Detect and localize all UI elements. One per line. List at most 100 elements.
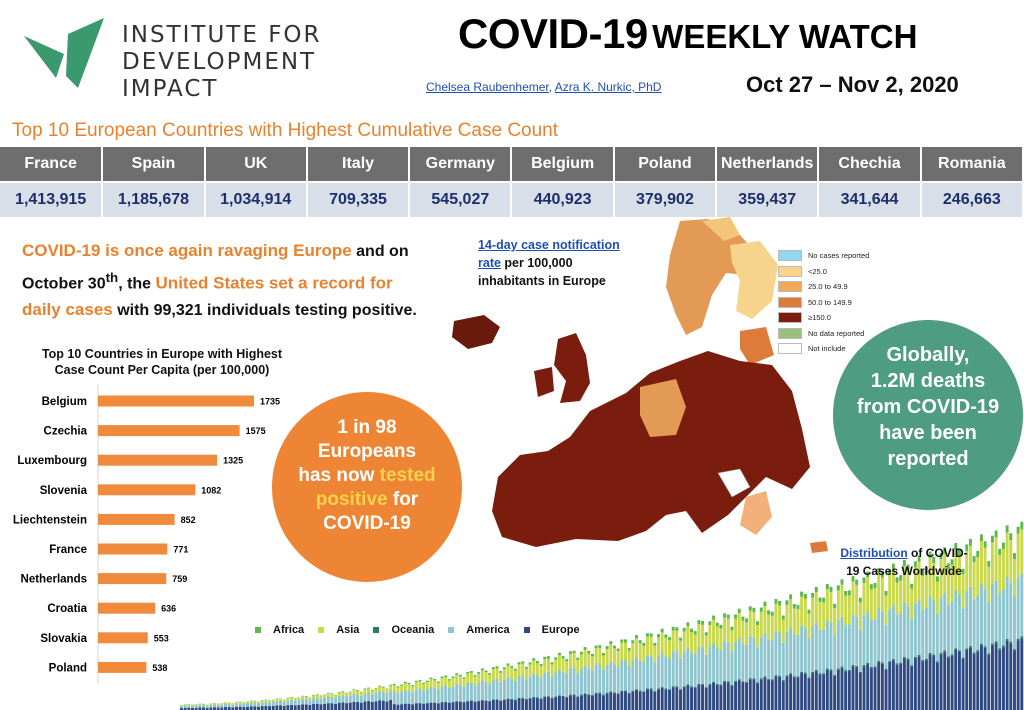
stacked-bar-segment (726, 682, 730, 710)
stacked-bar-segment (550, 664, 554, 677)
stacked-bar-segment (803, 672, 807, 674)
stacked-bar-segment (690, 628, 694, 633)
stacked-bar-segment (367, 687, 371, 689)
stacked-bar-segment (726, 642, 730, 682)
stacked-bar-segment (275, 705, 279, 710)
map-caption-link[interactable]: 14-day case notification rate (478, 238, 620, 270)
stacked-bar-segment (466, 701, 470, 710)
stacked-bar-segment (473, 675, 477, 677)
bar (98, 661, 147, 673)
stacked-bar-segment (862, 577, 866, 583)
stacked-bar-segment (613, 645, 616, 649)
stacked-bar-segment (396, 687, 400, 694)
stacked-bar-segment (352, 701, 356, 710)
stacked-bar-segment (561, 658, 565, 672)
stacked-bar-segment (957, 652, 961, 710)
stacked-bar-segment (374, 689, 378, 694)
stacked-bar-segment (682, 631, 686, 652)
stacked-bar-segment (436, 689, 440, 704)
stacked-bar-segment (451, 702, 455, 710)
stack-legend-swatch (318, 627, 325, 633)
stacked-bar-segment (590, 653, 594, 657)
stacked-bar-segment (668, 637, 671, 641)
stacked-bar-segment (572, 650, 576, 654)
stacked-bar-segment (543, 659, 547, 673)
stacked-bar-segment (257, 703, 260, 707)
stacked-bar-segment (767, 610, 771, 615)
stacked-bar-segment (734, 681, 738, 683)
stacked-bar-segment (752, 678, 756, 680)
author-link-2[interactable]: Azra K. Nurkic, PhD (554, 80, 662, 94)
stacked-bar-segment (356, 690, 360, 695)
stacked-bar-segment (638, 690, 642, 692)
stacked-bar-segment (532, 697, 536, 710)
stacked-bar-segment (411, 686, 415, 693)
stacked-bar-segment (943, 652, 947, 710)
stacked-bar-segment (730, 630, 734, 651)
stacked-bar-segment (657, 688, 660, 690)
stacked-bar-segment (557, 695, 561, 710)
stack-legend-swatch (448, 627, 455, 633)
stacked-bar-segment (910, 665, 914, 667)
stacked-bar-segment (910, 619, 914, 666)
stacked-bar-segment (524, 668, 528, 680)
bar (98, 484, 196, 496)
stacked-bar-segment (524, 679, 528, 700)
stacked-bar-segment (341, 691, 345, 696)
stacked-bar-segment (385, 701, 389, 710)
stacked-bar-segment (778, 600, 782, 606)
stacked-bar-segment (994, 641, 998, 644)
stacked-bar-segment (653, 645, 657, 663)
stacked-bar-segment (994, 537, 998, 581)
stacked-bar-segment (308, 705, 312, 710)
stacked-bar-segment (330, 703, 334, 710)
stacked-bar-segment (877, 661, 881, 663)
stacked-bar-segment (202, 707, 205, 710)
stacked-bar-segment (653, 691, 657, 710)
stacked-bar-segment (462, 686, 466, 703)
stacked-bar-segment (833, 674, 837, 676)
stacked-bar-segment (704, 654, 708, 688)
stacked-bar-segment (290, 699, 294, 705)
stacked-bar-segment (422, 682, 426, 685)
stacked-bar-segment (741, 682, 745, 710)
stacked-bar-segment (877, 568, 881, 574)
stacked-bar-segment (752, 612, 756, 638)
stacked-bar-segment (231, 704, 235, 708)
map-legend-label: <25.0 (808, 266, 827, 276)
stacked-bar-segment (598, 645, 602, 649)
stacked-bar-segment (451, 686, 455, 702)
stacked-bar-segment (789, 627, 793, 674)
distribution-link[interactable]: Distribution (840, 546, 908, 560)
stacked-bar-segment (568, 653, 572, 669)
stacked-bar-segment (414, 682, 418, 690)
stacked-bar-segment (825, 583, 829, 590)
stacked-bar-segment (576, 659, 580, 673)
stacked-bar-segment (554, 696, 558, 697)
country-cases: 341,644 (818, 181, 922, 217)
stacked-bar-segment (840, 667, 844, 710)
stack-legend-item: Asia (318, 624, 359, 636)
stacked-bar-segment (675, 630, 679, 652)
stacked-bar-segment (682, 687, 686, 710)
stacked-bar-segment (198, 704, 202, 708)
stacked-bar-segment (1009, 641, 1013, 644)
stacked-bar-segment (737, 638, 741, 680)
stacked-bar-segment (1009, 582, 1013, 642)
stacked-bar-segment (605, 648, 609, 665)
stacked-bar-segment (550, 697, 554, 699)
stacked-bar-segment (814, 586, 818, 593)
stacked-bar-segment (1001, 548, 1005, 589)
stack-legend-swatch (255, 627, 261, 633)
stacked-bar-segment (891, 658, 895, 661)
stacked-bar-segment (715, 683, 719, 685)
stacked-bar-segment (521, 661, 525, 664)
stacked-bar-segment (557, 695, 561, 696)
stacked-bar-segment (825, 669, 829, 710)
stacked-bar-segment (899, 663, 903, 710)
stacked-bar-segment (642, 645, 646, 663)
stacked-bar-segment (627, 666, 631, 693)
stacked-bar-segment (825, 620, 829, 669)
stacked-bar-segment (785, 600, 789, 605)
author-link-1[interactable]: Chelsea Raubenhemer (426, 80, 549, 94)
